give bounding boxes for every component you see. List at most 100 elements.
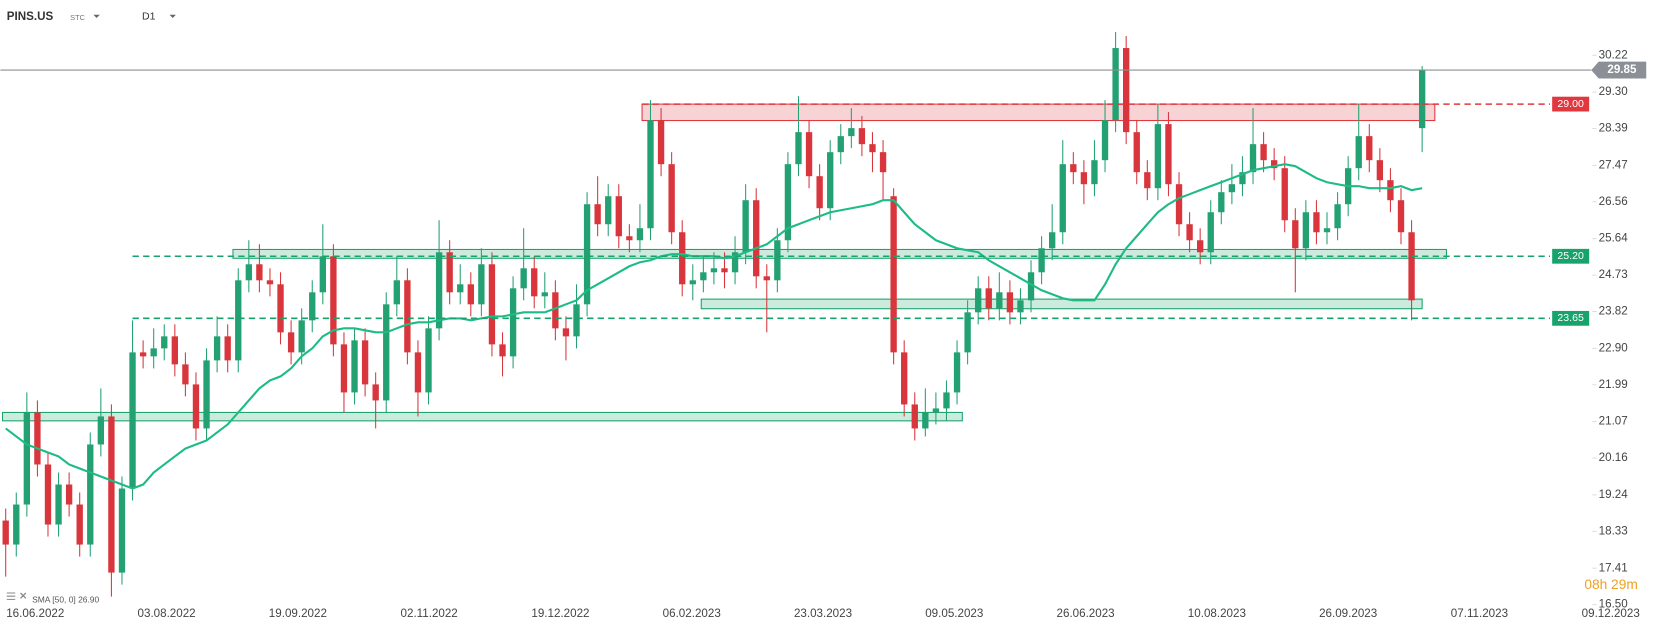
- candle-body: [975, 288, 982, 313]
- candle-body: [277, 284, 284, 333]
- x-tick-label: 19.09.2022: [269, 607, 327, 620]
- candle-body: [520, 268, 527, 289]
- y-tick-label: 18.33: [1599, 524, 1628, 537]
- candle-body: [213, 336, 221, 361]
- candle-body: [425, 328, 432, 393]
- candle-body: [266, 280, 274, 285]
- level-label-box: [1552, 248, 1590, 264]
- candle-body: [1196, 240, 1204, 253]
- candle-body: [1218, 192, 1225, 213]
- x-tick-label: 19.12.2022: [531, 607, 589, 620]
- candle-body: [700, 272, 707, 281]
- candle-body: [1239, 172, 1246, 185]
- candle-body: [1366, 136, 1373, 161]
- candle-body: [731, 252, 739, 273]
- y-tick-label: 27.47: [1599, 158, 1628, 171]
- candle-body: [1006, 292, 1014, 313]
- candle-body: [1186, 224, 1193, 241]
- candle-body: [76, 504, 83, 545]
- symbol-dropdown[interactable]: [93, 14, 100, 18]
- candle-body: [1249, 144, 1257, 173]
- candle-body: [361, 340, 369, 385]
- candle-body: [1112, 48, 1119, 121]
- candle-body: [1049, 232, 1056, 249]
- candle-body: [287, 332, 295, 353]
- candle-body: [34, 412, 41, 465]
- candle-body: [1334, 204, 1341, 229]
- y-tick-label: 29.30: [1599, 85, 1628, 98]
- candle-body: [1418, 70, 1426, 129]
- x-tick-label: 03.08.2022: [138, 607, 196, 620]
- candle-body: [1302, 212, 1310, 249]
- x-tick-label: 23.03.2023: [794, 607, 852, 620]
- candle-body: [679, 232, 686, 285]
- candle-body: [509, 288, 517, 357]
- candle-body: [996, 292, 1003, 309]
- candle-body: [87, 444, 94, 545]
- candle-body: [858, 128, 866, 145]
- x-tick-label: 26.06.2023: [1057, 607, 1115, 620]
- candle-body: [171, 336, 179, 365]
- symbol[interactable]: PINS.US: [7, 10, 54, 23]
- candle-body: [256, 264, 263, 281]
- candle-body: [118, 488, 126, 573]
- timer: 08h 29m: [1584, 577, 1637, 592]
- candle-body: [594, 204, 601, 225]
- candle-body: [573, 304, 580, 337]
- candle-body: [44, 464, 52, 525]
- x-tick-label: 10.08.2023: [1188, 607, 1246, 620]
- candle-body: [446, 252, 453, 293]
- candle-body: [710, 268, 718, 273]
- x-tick-label: 06.02.2023: [663, 607, 721, 620]
- x-tick-label: 09.05.2023: [925, 607, 983, 620]
- candle-body: [467, 284, 474, 305]
- candle-body: [626, 236, 633, 241]
- candle-body: [932, 408, 940, 413]
- candle-body: [488, 264, 496, 345]
- interval-dropdown[interactable]: [169, 14, 176, 18]
- candle-body: [879, 152, 887, 173]
- candle-body: [1154, 124, 1162, 189]
- candle-body: [65, 484, 73, 505]
- interval[interactable]: D1: [142, 11, 156, 23]
- zone: [641, 103, 1436, 122]
- candle-body: [1355, 136, 1362, 169]
- candle-body: [827, 152, 834, 209]
- indicator-icons[interactable]: [6, 592, 27, 600]
- candle-body: [541, 292, 548, 297]
- candle-body: [1270, 160, 1278, 169]
- x-tick-label: 09.12.2023: [1582, 607, 1640, 620]
- candle-body: [129, 352, 136, 489]
- candle-body: [805, 132, 813, 177]
- y-tick-label: 17.41: [1599, 561, 1628, 574]
- candle-body: [414, 352, 422, 393]
- candle-body: [298, 320, 305, 353]
- candle-body: [139, 352, 147, 357]
- y-tick-label: 22.90: [1599, 341, 1628, 354]
- candle-body: [562, 328, 570, 337]
- candle-body: [795, 132, 802, 165]
- candle-body: [953, 352, 961, 393]
- y-tick-label: 24.73: [1599, 268, 1628, 281]
- y-tick-label: 23.82: [1599, 305, 1628, 318]
- candle-body: [657, 120, 665, 165]
- candle-body: [901, 352, 908, 405]
- candle-body: [351, 340, 358, 393]
- candle-body: [203, 360, 210, 429]
- candle-body: [784, 164, 792, 241]
- candle-body: [1123, 48, 1130, 133]
- level-label: 29.00: [1557, 98, 1584, 110]
- y-tick-label: 16.50: [1599, 598, 1628, 611]
- candle-body: [2, 520, 9, 545]
- candle-body: [869, 144, 876, 153]
- x-tick-label: 26.09.2023: [1319, 607, 1377, 620]
- candle-body: [774, 240, 781, 281]
- candle-body: [753, 200, 760, 277]
- candle-body: [1165, 124, 1172, 185]
- level-label-box: [1552, 96, 1590, 112]
- candle-body: [552, 292, 559, 329]
- exchange: STC: [70, 13, 85, 22]
- candle-body: [1376, 160, 1384, 181]
- zone: [232, 248, 1447, 259]
- candle-body: [763, 276, 770, 281]
